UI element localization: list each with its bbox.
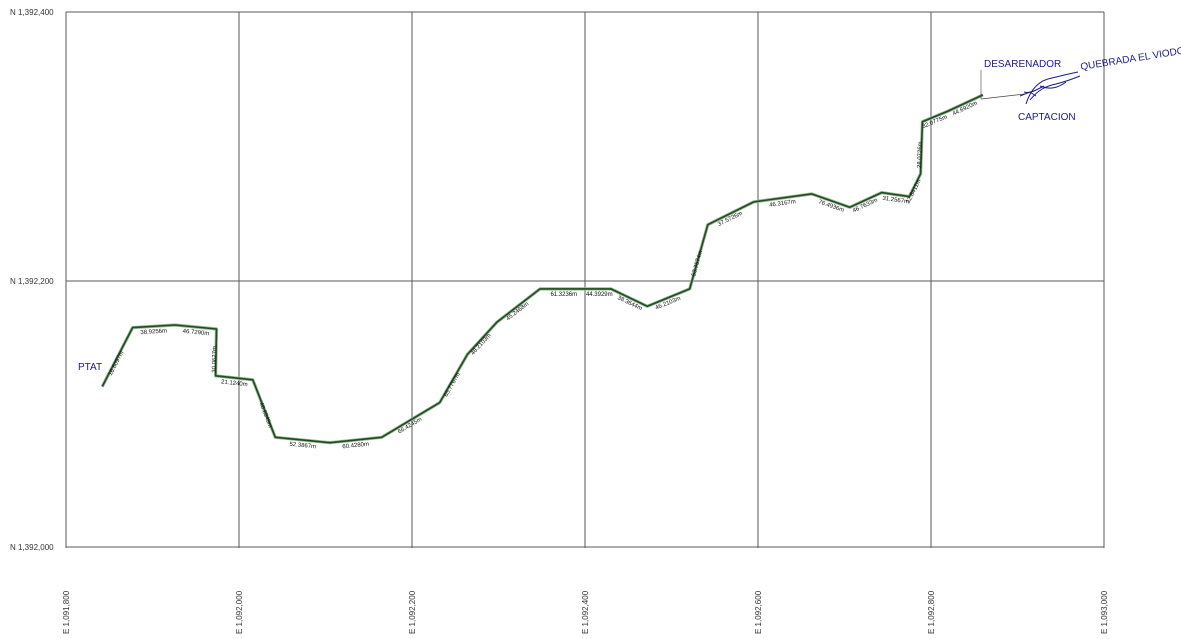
segment-length-label: 40.8349m (257, 402, 272, 429)
northing-label: N 1,392,000 (10, 543, 54, 552)
easting-label: E 1,092,200 (408, 590, 417, 634)
segment-length-label: 31.2567m (882, 196, 909, 206)
segment-length-label: 32.8411m (906, 179, 923, 205)
segment-length-label: 21.1240m (221, 379, 248, 388)
segment-length-label: 60.4280m (342, 442, 369, 451)
segment-length-label: 28.0726m (917, 141, 924, 168)
segment-length-label: 38.9256m (140, 328, 167, 336)
segment-length-label: 46.7290m (182, 329, 209, 338)
easting-label: E 1,092,800 (927, 590, 936, 634)
segment-labels: 16.6097m 38.9256m 46.7290m 30.0627m21.1240m… (108, 101, 979, 451)
segment-length-label: 52.3867m (289, 442, 316, 451)
ptat-label: PTAT (78, 362, 102, 373)
segment-length-label: 44.3929m (586, 292, 613, 298)
segment-length-label: 53.7574m (691, 250, 704, 277)
pipeline-route-outline (100, 93, 984, 445)
segment-length-label: 16.6097m (108, 350, 126, 376)
easting-label: E 1,092,000 (235, 590, 244, 634)
segment-length-label: 48.2103m (470, 333, 492, 357)
easting-label: E 1,093,000 (1100, 590, 1109, 634)
easting-label: E 1,092,400 (581, 590, 590, 634)
pipeline-route (101, 94, 984, 444)
segment-length-label: 65.7767m (443, 372, 462, 398)
segment-length-label: 61.3236m (550, 292, 577, 298)
northing-label: N 1,392,200 (10, 277, 54, 286)
desarenador-label: DESARENADOR (984, 59, 1061, 70)
northing-label: N 1,392,400 (10, 8, 54, 17)
easting-label: E 1,092,600 (754, 590, 763, 634)
desarenador-connector (980, 93, 1026, 100)
captacion-label: CAPTACION (1018, 112, 1076, 123)
segment-length-label: 46.3167m (769, 199, 796, 209)
easting-label: E 1,091,800 (62, 590, 71, 634)
quebrada-label: QUEBRADA EL VIODO (1080, 46, 1181, 73)
stream-symbol (1019, 71, 1081, 105)
segment-length-label: 30.0627m (212, 346, 219, 373)
